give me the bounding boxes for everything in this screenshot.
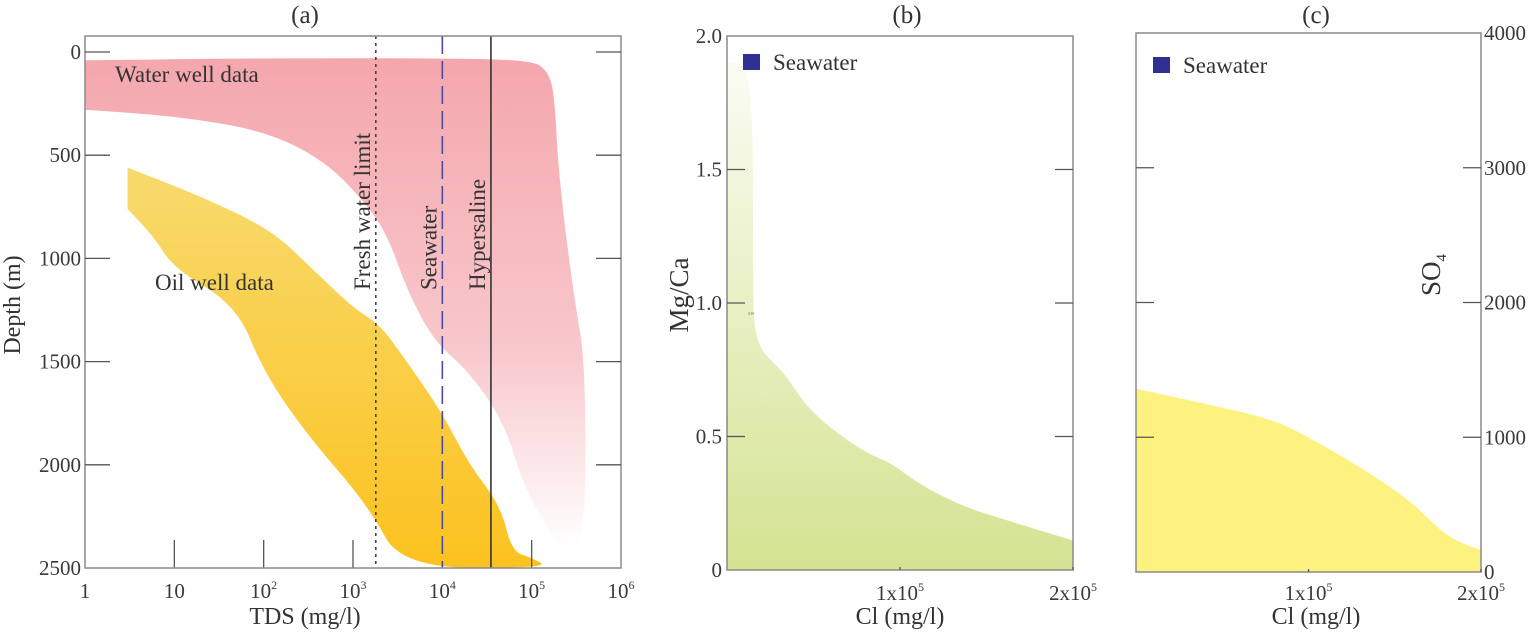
so4-area [1136, 388, 1481, 572]
refline-label-hypersaline: Hypersaline [465, 179, 490, 290]
y-tick-label: 500 [50, 143, 82, 167]
x-tick-exponent: 6 [629, 578, 635, 592]
seawater-small-marker-b: sw [748, 311, 755, 317]
oil-well-area [127, 167, 542, 568]
x-axis-title-c: Cl (mg/l) [1272, 604, 1361, 630]
panel-a-frame [84, 35, 622, 569]
y-tick-label: 0 [71, 40, 82, 64]
bottom-minor-ticks [173, 540, 533, 568]
y-tick-label: 1000 [39, 246, 81, 270]
reference-lines [375, 36, 492, 568]
y-tick-label: 3000 [1484, 156, 1526, 180]
mgca-area [727, 62, 1073, 570]
x-tick-exponent: 5 [1499, 580, 1505, 594]
x-axis-ticks-a: 1 10 102 103 104 105 106 [80, 578, 635, 603]
seawater-legend-marker [1153, 57, 1170, 73]
y-tick-label: 0 [712, 558, 723, 582]
x-axis-title-a: TDS (mg/l) [249, 604, 360, 630]
x-axis-ticks-b: 1x105 2x105 [876, 567, 1097, 605]
x-tick-exponent: 5 [1091, 580, 1097, 594]
x-tick-label: 10 [164, 579, 185, 603]
y-tick-label: 2000 [39, 453, 81, 477]
x-tick-exponent: 5 [918, 580, 924, 594]
x-tick-label: 1x105 [876, 580, 924, 605]
panel-b: (b) 0 0.5 1.0 1.5 2.0 1x105 2x105 Seawater sw… [664, 2, 1097, 630]
x-tick-label: 103 [340, 578, 367, 603]
y-axis-ticks-b: 0 0.5 1.0 1.5 2.0 [696, 24, 1073, 582]
water-well-label: Water well data [115, 62, 259, 87]
y-tick-label: 1500 [39, 350, 81, 374]
x-tick-exponent: 2 [271, 578, 277, 592]
y-axis-title-b: Mg/Ca [664, 257, 694, 332]
x-tick-exponent: 5 [539, 578, 545, 592]
x-tick-label: 105 [518, 578, 545, 603]
x-tick-label: 2x105 [1457, 580, 1505, 605]
refline-label-fresh-water-limit: Fresh water limit [350, 132, 375, 290]
y-tick-label: 1.5 [696, 158, 722, 182]
y-axis-title-c: SO4 [1416, 253, 1450, 296]
x-tick-label: 1 [80, 579, 91, 603]
panel-b-title: (b) [892, 2, 921, 29]
y-tick-label: 4000 [1484, 21, 1526, 45]
y-axis-title-c-sub: 4 [1434, 253, 1450, 261]
panel-c: (c) 0 1000 2000 3000 4000 1x105 2x105 Seawate… [1135, 2, 1526, 630]
y-tick-label: 1.0 [696, 291, 722, 315]
panel-c-title: (c) [1302, 2, 1330, 29]
x-tick-label: 2x105 [1049, 580, 1097, 605]
y-tick-label: 2000 [1484, 291, 1526, 315]
panel-a-title: (a) [291, 2, 319, 29]
y-axis-title-c-main: SO [1416, 261, 1446, 296]
refline-label-seawater: Seawater [416, 205, 441, 290]
y-tick-label: 0.5 [696, 425, 722, 449]
y-tick-label: 2.0 [696, 24, 722, 48]
y-axis-ticks-c: 0 1000 2000 3000 4000 [1136, 21, 1526, 584]
water-well-area [85, 58, 586, 548]
x-tick-label: 106 [608, 578, 635, 603]
x-tick-exponent: 5 [1327, 580, 1333, 594]
y-tick-label: 2500 [39, 556, 81, 580]
y-tick-label: 1000 [1484, 425, 1526, 449]
seawater-legend-marker [743, 54, 760, 70]
x-axis-ticks-c: 1x105 2x105 [1285, 569, 1505, 605]
seawater-legend-label-c: Seawater [1183, 53, 1268, 78]
x-tick-label: 1x105 [1285, 580, 1333, 605]
y-tick-label: 0 [1484, 560, 1495, 584]
x-axis-title-b: Cl (mg/l) [856, 604, 945, 630]
x-tick-exponent: 4 [450, 578, 456, 592]
x-tick-label: 104 [429, 578, 456, 603]
y-axis-ticks-a: 0 500 1000 1500 2000 2500 [39, 40, 621, 580]
oil-well-label: Oil well data [155, 270, 274, 295]
x-tick-exponent: 3 [361, 578, 367, 592]
reference-line-labels: Fresh water limit Seawater Hypersaline [350, 132, 490, 290]
seawater-legend-label-b: Seawater [773, 50, 858, 75]
panel-a: (a) 0 500 1000 1500 2000 2500 1 10 102 103 104 105… [0, 2, 635, 630]
x-tick-label: 102 [250, 578, 277, 603]
y-axis-title-a: Depth (m) [0, 255, 26, 354]
